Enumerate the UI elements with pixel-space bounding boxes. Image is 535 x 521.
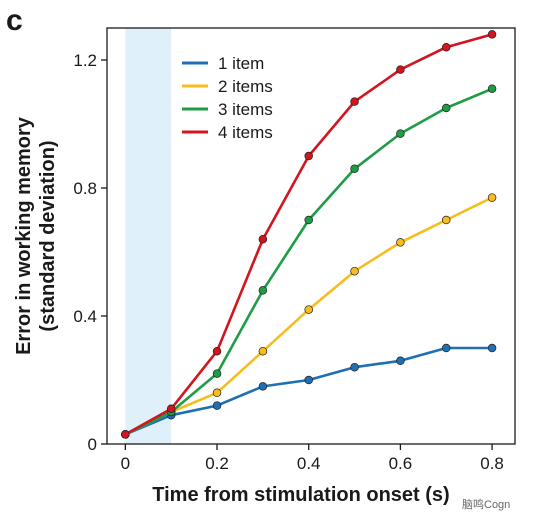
data-point: [212, 388, 222, 398]
series-1: [121, 343, 497, 439]
stimulation-shaded-region: [125, 28, 172, 444]
y-tick-label: 0: [88, 435, 97, 454]
data-point: [441, 343, 451, 353]
series-line: [124, 346, 493, 436]
data-point: [487, 30, 497, 39]
data-point: [304, 305, 313, 314]
plot-frame: [106, 27, 516, 445]
x-tick-label: 0.4: [297, 454, 321, 473]
data-point: [396, 65, 405, 74]
data-point: [350, 362, 359, 372]
x-tick-label: 0.6: [389, 454, 413, 473]
legend-label: 4 items: [218, 123, 273, 142]
x-axis-title: Time from stimulation onset (s): [152, 484, 449, 506]
data-point: [304, 151, 313, 161]
series-4: [121, 30, 497, 439]
panel-label: c: [6, 4, 23, 37]
data-point: [396, 129, 405, 138]
data-point: [350, 97, 359, 106]
legend-label: 1 item: [218, 54, 264, 73]
data-point: [441, 215, 451, 225]
legend-label: 2 items: [218, 77, 273, 96]
data-point: [487, 84, 497, 94]
data-point: [258, 286, 268, 295]
data-point: [441, 103, 451, 113]
y-tick-label: 1.2: [73, 51, 97, 70]
data-point: [350, 266, 359, 276]
data-point: [350, 164, 359, 174]
y-tick-label: 0.8: [73, 179, 97, 198]
data-point: [304, 375, 313, 385]
data-point: [212, 401, 222, 410]
legend-label: 3 items: [218, 100, 273, 119]
data-point: [396, 238, 405, 247]
plot-area: 0 0.2 0.4 0.6 0.8 0 0.4 0.8 1.2 Time from stimula…: [13, 27, 516, 506]
x-tick-label: 0: [121, 454, 130, 473]
y-axis-title-line: Error in working memory: [13, 116, 35, 355]
legend: 1 item 2 items 3 items 4 items: [182, 54, 273, 142]
y-axis-title: Error in working memory (standard deviati…: [13, 116, 59, 355]
data-point: [258, 382, 268, 391]
data-point: [121, 430, 130, 439]
series-line: [124, 33, 493, 436]
x-tick-label: 0.2: [205, 454, 229, 473]
data-point: [487, 343, 497, 353]
data-point: [258, 346, 268, 356]
data-point: [258, 234, 268, 244]
data-point: [212, 346, 222, 356]
data-point: [487, 193, 497, 202]
data-point: [212, 369, 222, 378]
data-point: [166, 404, 176, 414]
data-point: [304, 215, 313, 225]
data-point: [396, 356, 405, 366]
watermark-text: 脑鸣Cogn: [462, 497, 510, 511]
y-tick-label: 0.4: [73, 307, 97, 326]
y-axis-title-line: (standard deviation): [37, 140, 59, 331]
data-point: [441, 42, 451, 52]
x-tick-label: 0.8: [480, 454, 504, 473]
series-3: [121, 84, 497, 439]
